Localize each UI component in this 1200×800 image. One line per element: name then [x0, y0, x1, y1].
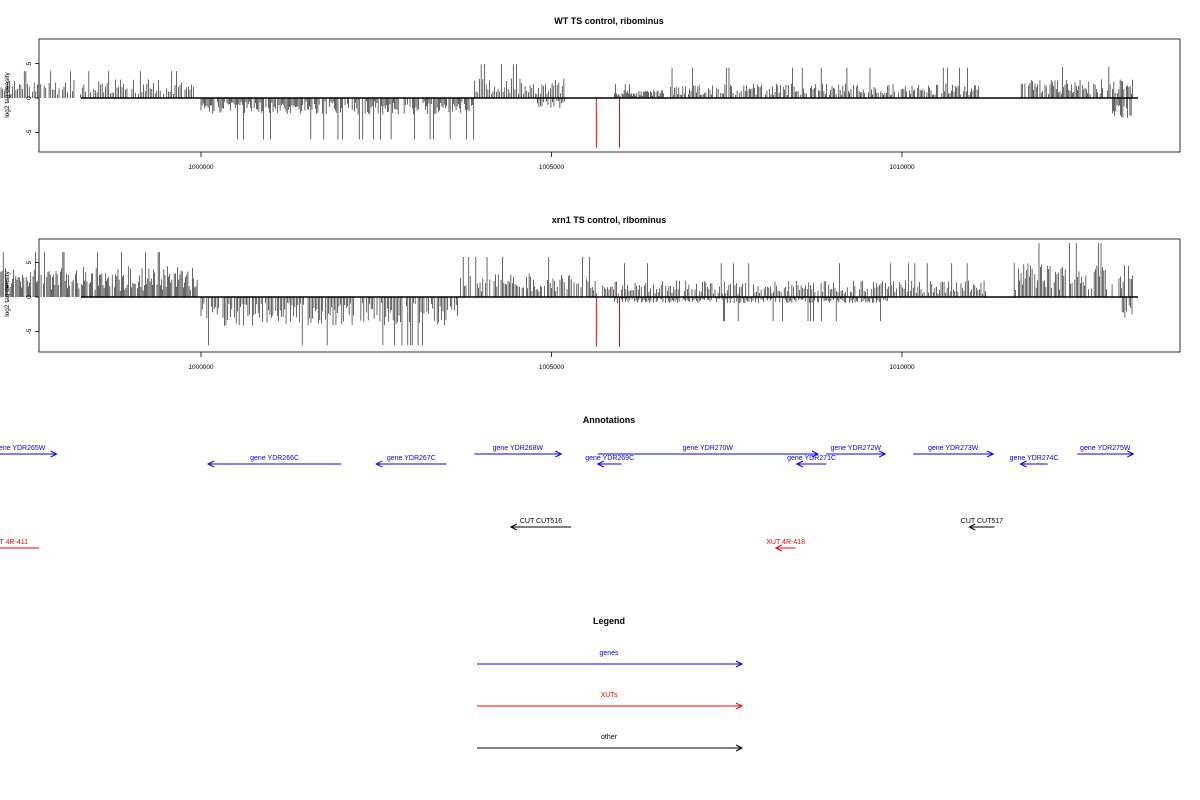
annotation-feature: XUT 4R-411 [0, 539, 40, 549]
y-tick-label: -5 [26, 328, 33, 334]
x-tick-label: 1000000 [188, 364, 214, 371]
legend-panel: Legend genes XUTs other [477, 616, 744, 752]
wt-x-axis: 1000000 1005000 1010000 [188, 152, 915, 171]
feature-arrowhead [795, 460, 804, 468]
legend-arrowhead [735, 702, 744, 710]
feature-label: gene YDR274C [1010, 455, 1059, 462]
feature-arrowhead [206, 460, 215, 468]
feature-label: gene YDR271C [787, 455, 836, 462]
feature-label: XUT 4R-411 [0, 539, 28, 546]
wt-y-axis: -505 [26, 61, 40, 135]
annotation-feature: gene YDR265W [0, 445, 58, 458]
feature-label: gene YDR267C [387, 455, 436, 462]
annotations-title: Annotations [583, 415, 636, 425]
annotation-feature: gene YDR267C [375, 455, 447, 468]
annotation-feature: gene YDR269C [585, 455, 634, 468]
feature-arrowhead [50, 450, 58, 458]
legend-label: XUTs [601, 692, 618, 699]
annotation-feature: CUT CUT517 [961, 518, 1003, 531]
wt-panel: WT TS control, ribominus log2 tag densit… [0, 16, 1181, 171]
feature-label: gene YDR268W [493, 445, 544, 452]
x-tick-label: 1005000 [539, 164, 565, 171]
feature-label: gene YDR266C [250, 455, 299, 462]
xrn1-red-markers [595, 297, 620, 347]
wt-plot-frame [38, 38, 1181, 153]
annotation-features: gene YDR265W gene YDR266C gene YDR267C gene… [0, 445, 1135, 552]
feature-arrowhead [1019, 460, 1027, 468]
annotation-feature: gene YDR273W [913, 445, 995, 458]
annotation-feature: gene YDR270W [597, 445, 819, 458]
annotation-feature: gene YDR266C [206, 455, 342, 468]
y-tick-label: 5 [26, 61, 33, 65]
xrn1-panel: xrn1 TS control, ribominus log2 tag dens… [0, 215, 1181, 371]
legend-title: Legend [593, 616, 625, 626]
annotation-feature: gene YDR271C [787, 455, 836, 468]
xrn1-plot-frame [38, 238, 1181, 353]
feature-arrowhead [774, 544, 783, 552]
legend-arrowhead [735, 744, 744, 752]
feature-label: gene YDR275W [1080, 445, 1131, 452]
xrn1-density-bars [0, 243, 1134, 346]
x-tick-label: 1000000 [188, 164, 214, 171]
feature-arrowhead [375, 460, 383, 468]
annotation-feature: gene YDR272W [826, 445, 887, 458]
feature-label: CUT CUT516 [520, 518, 562, 525]
feature-arrowhead [509, 523, 518, 531]
legend-item: genes [477, 650, 744, 668]
legend-arrowhead [735, 660, 744, 668]
x-tick-label: 1005000 [539, 364, 565, 371]
feature-label: CUT CUT517 [961, 518, 1003, 525]
feature-arrowhead [968, 523, 976, 531]
annotation-feature: CUT CUT516 [509, 518, 572, 531]
feature-label: XUT 4R-418 [766, 539, 805, 546]
annotation-feature: gene YDR274C [1010, 455, 1059, 468]
feature-label: gene YDR273W [928, 445, 979, 452]
legend-items: genes XUTs other [477, 650, 744, 752]
xrn1-y-axis: -505 [26, 260, 40, 334]
feature-arrowhead [596, 460, 604, 468]
feature-arrowhead [1127, 450, 1135, 458]
legend-label: genes [599, 650, 619, 657]
wt-red-markers [595, 98, 620, 148]
feature-label: gene YDR269C [585, 455, 634, 462]
feature-arrowhead [986, 450, 995, 458]
feature-arrowhead [811, 450, 819, 458]
legend-item: other [477, 734, 744, 752]
x-tick-label: 1010000 [889, 364, 915, 371]
annotation-feature: XUT 4R-418 [766, 539, 805, 552]
wt-panel-title: WT TS control, ribominus [554, 16, 664, 26]
feature-label: gene YDR270W [683, 445, 734, 452]
feature-label: gene YDR272W [830, 445, 881, 452]
annotation-feature: gene YDR275W [1077, 445, 1135, 458]
legend-item: XUTs [477, 692, 744, 710]
feature-label: gene YDR265W [0, 445, 46, 452]
y-tick-label: 5 [26, 260, 33, 264]
x-tick-label: 1010000 [889, 164, 915, 171]
feature-arrowhead [878, 450, 887, 458]
xrn1-x-axis: 1000000 1005000 1010000 [188, 352, 915, 371]
xrn1-panel-title: xrn1 TS control, ribominus [552, 215, 667, 225]
legend-label: other [601, 734, 618, 741]
feature-arrowhead [555, 450, 563, 458]
y-tick-label: -5 [26, 129, 33, 135]
annotation-feature: gene YDR268W [474, 445, 563, 458]
wt-density-bars [0, 64, 1133, 140]
